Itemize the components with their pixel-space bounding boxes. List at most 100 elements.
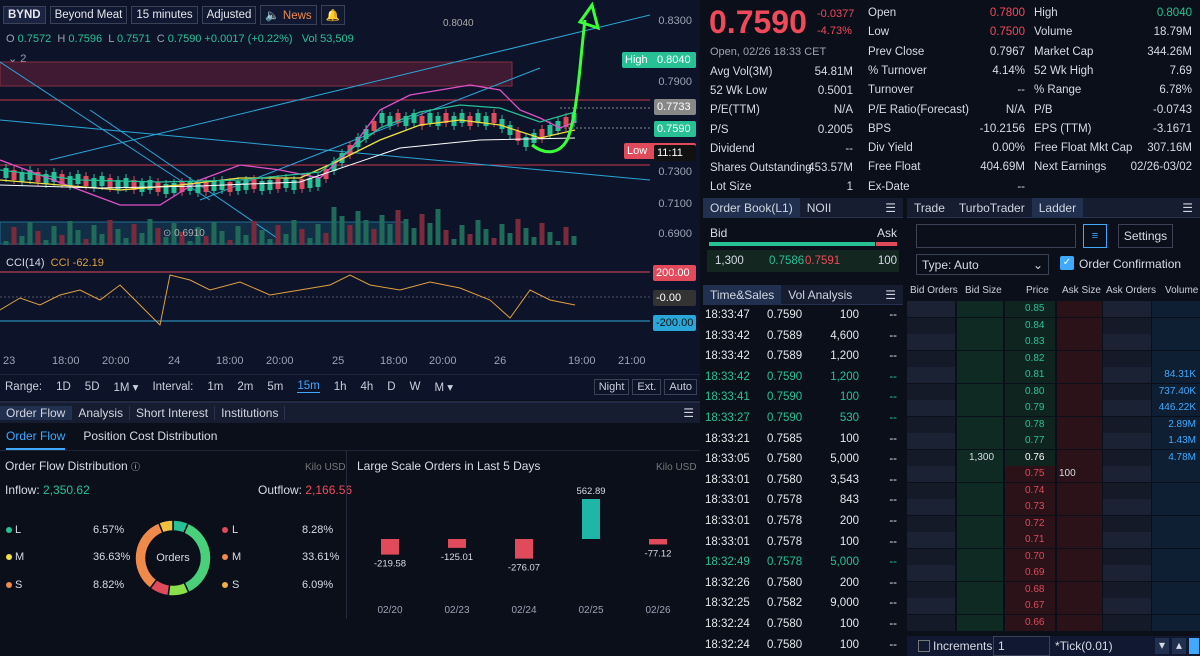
ladder-cell[interactable] xyxy=(907,598,955,614)
ladder-row[interactable]: 0.72 xyxy=(907,515,1200,533)
time-sales-row[interactable]: 18:33:01 0.7578 843 -- xyxy=(703,490,903,511)
ladder-row[interactable]: 0.69 xyxy=(907,565,1200,582)
ladder-cell[interactable] xyxy=(1103,367,1151,383)
time-sales-row[interactable]: 18:33:01 0.7578 100 -- xyxy=(703,532,903,553)
ladder-cell[interactable] xyxy=(907,301,955,317)
ladder-cell[interactable] xyxy=(1057,482,1102,499)
company-name[interactable]: Beyond Meat xyxy=(49,6,128,24)
range-1m[interactable]: 1M ▾ xyxy=(113,381,139,394)
ladder-cell[interactable] xyxy=(1005,334,1055,350)
ladder-cell[interactable] xyxy=(1057,548,1102,565)
ladder-cell[interactable] xyxy=(1005,515,1055,532)
time-sales-row[interactable]: 18:33:01 0.7578 200 -- xyxy=(703,511,903,532)
ladder-cell[interactable] xyxy=(1057,433,1102,449)
tab-order-flow[interactable]: Order Flow xyxy=(0,406,73,420)
ladder-cell[interactable] xyxy=(957,449,1003,466)
time-sales-row[interactable]: 18:33:42 0.7589 1,200 -- xyxy=(703,346,903,367)
ladder-cell[interactable] xyxy=(1005,548,1055,565)
database-icon[interactable]: ≡ xyxy=(1083,224,1107,248)
interval-15m[interactable]: 15m xyxy=(297,380,320,393)
ladder-cell[interactable] xyxy=(1057,614,1102,631)
ladder-cell[interactable] xyxy=(1152,548,1200,565)
tab-institutions[interactable]: Institutions xyxy=(215,406,286,420)
ladder-cell[interactable] xyxy=(1005,383,1055,400)
ladder-cell[interactable] xyxy=(957,317,1003,334)
ladder-cell[interactable] xyxy=(957,581,1003,598)
info-icon[interactable]: ⓘ xyxy=(131,462,141,472)
ladder-cell[interactable] xyxy=(1005,581,1055,598)
ladder-cell[interactable] xyxy=(1005,449,1055,466)
time-sales-row[interactable]: 18:33:21 0.7585 100 -- xyxy=(703,429,903,450)
ladder-cell[interactable] xyxy=(1103,565,1151,581)
ladder-cell[interactable] xyxy=(957,367,1003,383)
range-5d[interactable]: 5D xyxy=(84,380,100,393)
ladder-cell[interactable] xyxy=(907,400,955,416)
ladder-cell[interactable] xyxy=(957,598,1003,614)
ladder-cell[interactable] xyxy=(1005,614,1055,631)
time-sales-row[interactable]: 18:32:24 0.7580 100 -- xyxy=(703,635,903,656)
ladder-cell[interactable] xyxy=(1005,598,1055,614)
night-button[interactable]: Night xyxy=(593,378,630,395)
tab-trade[interactable]: Trade xyxy=(914,200,945,215)
ladder-cell[interactable] xyxy=(1057,466,1102,482)
ladder-cell[interactable] xyxy=(1103,532,1151,548)
time-sales-row[interactable]: 18:33:42 0.7590 1,200 -- xyxy=(703,367,903,388)
ladder-row[interactable]: 0.80 737.40K xyxy=(907,383,1200,401)
ladder-row[interactable]: 0.77 1.43M xyxy=(907,433,1200,450)
ladder-cell[interactable] xyxy=(1057,367,1102,383)
ladder-cell[interactable] xyxy=(1152,499,1200,515)
interval-1m[interactable]: 1m xyxy=(207,380,224,393)
subtab-position-cost[interactable]: Position Cost Distribution xyxy=(83,429,218,443)
ladder-cell[interactable] xyxy=(907,565,955,581)
ladder-cell[interactable] xyxy=(1057,532,1102,548)
ladder-cell[interactable] xyxy=(957,416,1003,433)
interval-5m[interactable]: 5m xyxy=(267,380,284,393)
range-1d[interactable]: 1D xyxy=(56,380,71,393)
ladder-cell[interactable] xyxy=(1103,482,1151,499)
interval-2m[interactable]: 2m xyxy=(237,380,254,393)
ladder-cell[interactable] xyxy=(957,383,1003,400)
ladder-row[interactable]: 0.79 446.22K xyxy=(907,400,1200,417)
ladder-row[interactable]: 0.75 100 xyxy=(907,466,1200,483)
menu-icon[interactable]: ☰ xyxy=(885,287,896,302)
ladder-cell[interactable] xyxy=(907,334,955,350)
time-sales-row[interactable]: 18:32:25 0.7582 9,000 -- xyxy=(703,593,903,614)
ladder-cell[interactable] xyxy=(957,433,1003,449)
ladder-row[interactable]: 0.66 xyxy=(907,614,1200,632)
account-input[interactable] xyxy=(916,224,1076,248)
ladder-row[interactable]: 0.70 xyxy=(907,548,1200,566)
news-button[interactable]: 🔈 News xyxy=(260,5,317,25)
up-arrow-icon[interactable]: ▴ xyxy=(1172,638,1186,654)
ladder-cell[interactable] xyxy=(1103,400,1151,416)
ladder-cell[interactable] xyxy=(1057,565,1102,581)
ladder-cell[interactable] xyxy=(1057,400,1102,416)
ladder-cell[interactable] xyxy=(907,532,955,548)
indicator-count[interactable]: ⌄ 2 xyxy=(8,53,27,65)
time-sales-row[interactable]: 18:32:26 0.7580 200 -- xyxy=(703,573,903,594)
interval-w[interactable]: W xyxy=(409,380,421,393)
interval-d[interactable]: D xyxy=(387,380,396,393)
ladder-cell[interactable] xyxy=(1057,581,1102,598)
ladder-cell[interactable] xyxy=(1103,416,1151,433)
ladder-cell[interactable] xyxy=(1005,350,1055,367)
ladder-cell[interactable] xyxy=(1005,400,1055,416)
order-confirmation-checkbox[interactable]: ✓ xyxy=(1060,256,1074,270)
ladder-cell[interactable] xyxy=(1103,499,1151,515)
ladder-cell[interactable] xyxy=(1057,416,1102,433)
time-sales-row[interactable]: 18:33:05 0.7580 5,000 -- xyxy=(703,449,903,470)
tab-turbotrader[interactable]: TurboTrader xyxy=(958,200,1025,215)
ladder-cell[interactable] xyxy=(1152,466,1200,482)
tab-order-book[interactable]: Order Book(L1) xyxy=(703,197,800,218)
ladder-cell[interactable] xyxy=(1057,449,1102,466)
ladder-cell[interactable] xyxy=(1005,565,1055,581)
ladder-cell[interactable] xyxy=(907,367,955,383)
ladder-cell[interactable] xyxy=(1005,317,1055,334)
tab-short-interest[interactable]: Short Interest xyxy=(130,406,216,420)
ladder-cell[interactable] xyxy=(1152,383,1200,400)
ladder-cell[interactable] xyxy=(907,466,955,482)
increments-checkbox[interactable] xyxy=(918,640,930,652)
tab-noii[interactable]: NOII xyxy=(806,200,832,215)
menu-icon[interactable]: ☰ xyxy=(1182,200,1193,215)
ladder-cell[interactable] xyxy=(957,301,1003,317)
ladder-cell[interactable] xyxy=(957,400,1003,416)
